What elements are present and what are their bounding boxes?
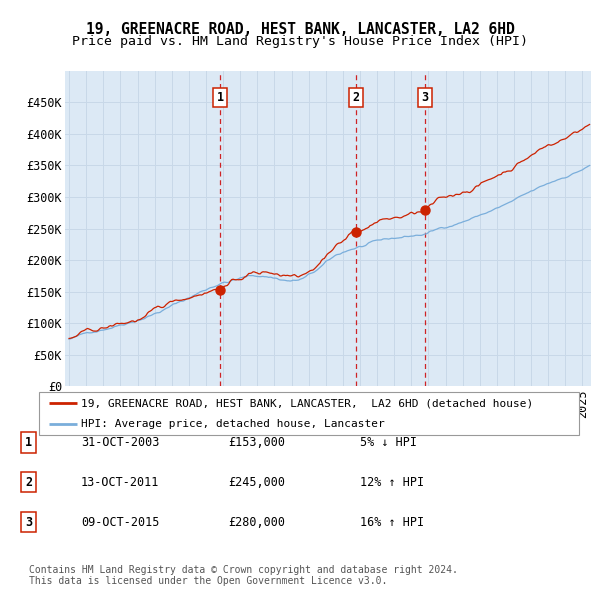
Text: £280,000: £280,000 — [228, 516, 285, 529]
Text: 31-OCT-2003: 31-OCT-2003 — [81, 436, 160, 449]
Text: 13-OCT-2011: 13-OCT-2011 — [81, 476, 160, 489]
Text: 5% ↓ HPI: 5% ↓ HPI — [360, 436, 417, 449]
Text: HPI: Average price, detached house, Lancaster: HPI: Average price, detached house, Lanc… — [81, 419, 385, 429]
Text: 16% ↑ HPI: 16% ↑ HPI — [360, 516, 424, 529]
Text: £245,000: £245,000 — [228, 476, 285, 489]
Text: 3: 3 — [421, 91, 428, 104]
Text: 3: 3 — [25, 516, 32, 529]
Text: Contains HM Land Registry data © Crown copyright and database right 2024.
This d: Contains HM Land Registry data © Crown c… — [29, 565, 458, 586]
Text: 19, GREENACRE ROAD, HEST BANK, LANCASTER, LA2 6HD: 19, GREENACRE ROAD, HEST BANK, LANCASTER… — [86, 22, 514, 37]
Text: 2: 2 — [25, 476, 32, 489]
Text: 19, GREENACRE ROAD, HEST BANK, LANCASTER,  LA2 6HD (detached house): 19, GREENACRE ROAD, HEST BANK, LANCASTER… — [81, 398, 533, 408]
Text: 12% ↑ HPI: 12% ↑ HPI — [360, 476, 424, 489]
Text: 1: 1 — [25, 436, 32, 449]
Text: Price paid vs. HM Land Registry's House Price Index (HPI): Price paid vs. HM Land Registry's House … — [72, 35, 528, 48]
Text: 1: 1 — [217, 91, 224, 104]
Text: 2: 2 — [353, 91, 360, 104]
Text: £153,000: £153,000 — [228, 436, 285, 449]
Text: 09-OCT-2015: 09-OCT-2015 — [81, 516, 160, 529]
FancyBboxPatch shape — [39, 392, 579, 435]
